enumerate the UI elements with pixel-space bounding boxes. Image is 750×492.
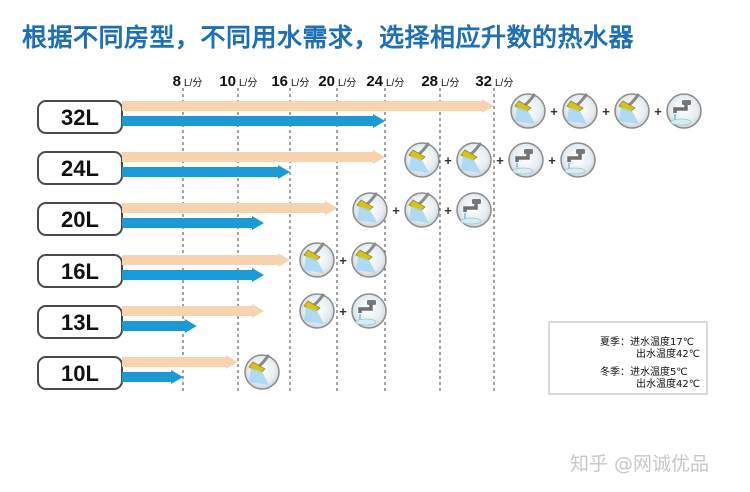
category-label: 24L — [61, 156, 99, 181]
x-tick-unit: L/分 — [441, 77, 459, 89]
x-tick-label: 8 — [173, 73, 181, 90]
shower-icon — [510, 93, 546, 129]
category-label: 10L — [61, 361, 99, 386]
category-label: 13L — [61, 310, 99, 335]
page-title: 根据不同房型，不同用水需求，选择相应升数的热水器 — [22, 23, 635, 52]
faucet-icon — [560, 142, 596, 178]
category-label: 16L — [61, 259, 99, 284]
plus-sign: + — [550, 104, 558, 119]
plus-sign: + — [339, 253, 347, 268]
shower-icon — [562, 93, 598, 129]
plus-sign: + — [602, 104, 610, 119]
x-tick-label: 20 — [318, 73, 335, 90]
x-tick-label: 10 — [219, 73, 236, 90]
x-tick-unit: L/分 — [386, 77, 404, 89]
plus-sign: + — [548, 153, 556, 168]
winter-bar — [122, 165, 290, 179]
plus-sign: + — [444, 153, 452, 168]
x-tick-label: 28 — [421, 73, 438, 90]
faucet-icon — [456, 192, 492, 228]
summer-bar — [122, 304, 264, 318]
x-tick-label: 24 — [366, 73, 383, 90]
shower-icon — [614, 93, 650, 129]
x-tick-unit: L/分 — [184, 77, 202, 89]
legend-box — [548, 321, 708, 395]
x-tick-unit: L/分 — [291, 77, 309, 89]
shower-icon — [299, 242, 335, 278]
shower-icon — [404, 142, 440, 178]
legend-label: 出水温度42℃ — [636, 347, 700, 360]
summer-bar — [122, 355, 238, 369]
shower-icon — [352, 192, 388, 228]
plus-sign: + — [339, 304, 347, 319]
plus-sign: + — [654, 104, 662, 119]
winter-bar — [122, 370, 183, 384]
category-label: 32L — [61, 105, 99, 130]
x-tick-unit: L/分 — [239, 77, 257, 89]
summer-bar — [122, 99, 494, 113]
winter-bar — [122, 216, 264, 230]
winter-bar — [122, 319, 197, 333]
x-tick-label: 32 — [475, 73, 492, 90]
watermark: 知乎 @网诚优品 — [570, 453, 710, 475]
plus-sign: + — [392, 203, 400, 218]
summer-bar — [122, 253, 290, 267]
shower-icon — [244, 354, 280, 390]
x-tick-unit: L/分 — [495, 77, 513, 89]
winter-bar — [122, 268, 264, 282]
faucet-icon — [508, 142, 544, 178]
shower-icon — [299, 293, 335, 329]
x-tick-unit: L/分 — [338, 77, 356, 89]
shower-icon — [351, 242, 387, 278]
shower-icon — [404, 192, 440, 228]
summer-bar — [122, 150, 385, 164]
shower-icon — [456, 142, 492, 178]
category-label: 20L — [61, 207, 99, 232]
winter-bar — [122, 114, 385, 128]
legend-label: 冬季：进水温度5℃ — [600, 365, 688, 378]
legend-label: 夏季：进水温度17℃ — [600, 335, 694, 348]
faucet-icon — [351, 293, 387, 329]
faucet-icon — [666, 93, 702, 129]
x-tick-label: 16 — [271, 73, 288, 90]
summer-bar — [122, 201, 337, 215]
legend-label: 出水温度42℃ — [636, 377, 700, 390]
plus-sign: + — [444, 203, 452, 218]
plus-sign: + — [496, 153, 504, 168]
